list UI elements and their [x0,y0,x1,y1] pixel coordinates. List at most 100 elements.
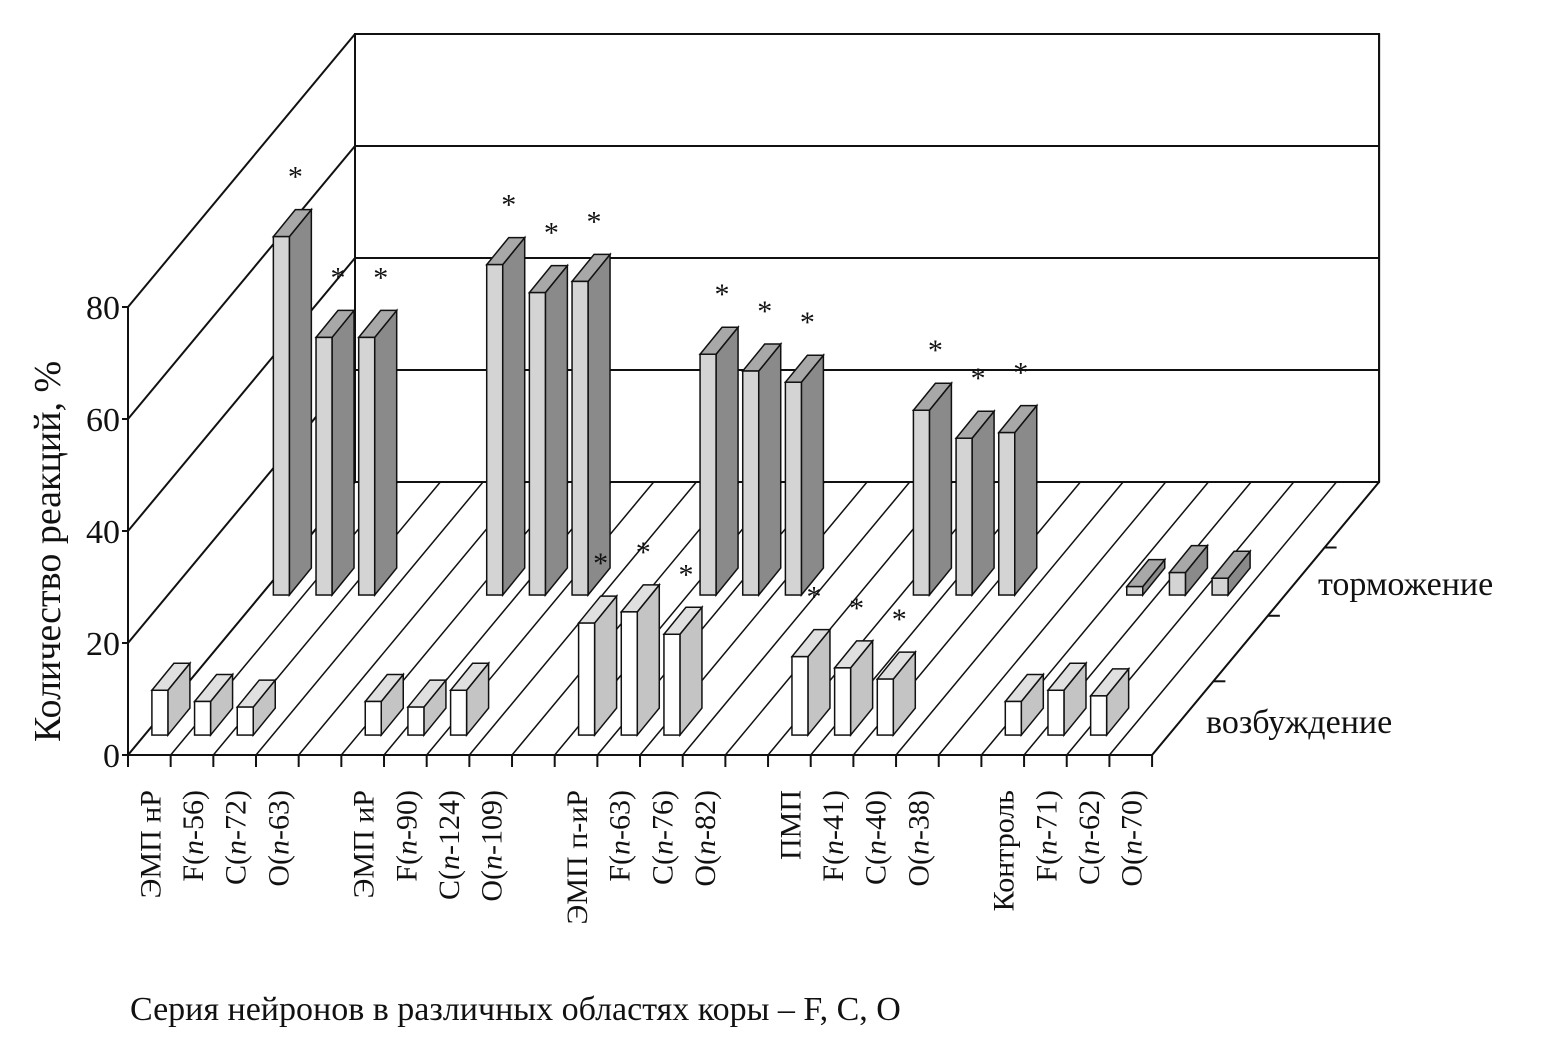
bar-vozb [449,661,491,738]
legend-row-torm: торможение [1318,566,1493,603]
group-label: Контроль [988,790,1021,911]
legend-row-vozb: возбуждение [1206,704,1392,741]
bar-front [912,409,931,596]
bar-front [357,336,376,596]
bar-torm [698,325,740,598]
bar-torm [741,341,783,598]
bar-front [449,689,468,736]
bar-vozb [833,638,875,738]
category-label: O(n-38) [902,790,935,887]
bar-torm [314,308,356,598]
bar-vozb [662,605,704,738]
bar-front [1047,689,1065,736]
bar-front [876,678,895,736]
bar-vozb [875,649,917,738]
significance-marker: * [800,306,815,339]
bar-side [800,353,825,598]
floor-line [895,481,1124,756]
category-label: F(n-90) [390,790,423,882]
bar-front [699,353,717,596]
bar-vozb [150,661,192,738]
bar-torm [997,403,1039,598]
bar-side [757,341,782,598]
bar-side [373,308,398,598]
y-tick-label: 80 [86,290,120,327]
category-label: O(n-70) [1116,790,1149,887]
bar-vozb [406,677,448,738]
significance-marker: * [678,558,693,591]
group-label: ЭМП п-иР [561,790,594,924]
bar-torm [954,409,996,598]
bar-side [288,207,313,598]
bar-side [587,252,611,598]
bar-side [501,235,526,598]
bar-front [407,706,425,736]
bar-torm [271,207,313,598]
y-tick-label: 40 [86,514,120,551]
bar-front [272,235,291,596]
floor-line [255,481,484,756]
bar-vozb [235,677,277,738]
significance-marker: * [971,362,986,395]
chart-texts: Количество реакций, % Серия нейронов в р… [27,161,1493,1028]
bar-vozb [619,582,661,738]
significance-marker: * [288,161,303,194]
left-gridline [127,257,356,532]
bar-torm [911,381,953,598]
floor-line [1151,481,1380,756]
bar-front [485,263,504,596]
bar-torm [1125,557,1167,598]
bar-vozb [363,672,405,738]
bar-front [193,700,212,736]
significance-marker: * [928,334,943,367]
bar-front [315,336,333,596]
significance-marker: * [501,189,516,222]
significance-marker: * [331,261,346,294]
category-label: O(n-63) [262,790,295,887]
category-label: F(n-71) [1030,790,1063,882]
floor-line [1108,481,1337,756]
significance-marker: * [757,295,772,328]
category-label: F(n-41) [817,790,850,882]
category-label: C(n-76) [646,790,679,885]
bar-front [741,370,760,596]
bar-side [544,263,569,598]
bar-vozb [1089,666,1131,738]
significance-marker: * [544,217,559,250]
category-label: C(n-72) [220,790,253,885]
bar-side [1013,403,1038,598]
significance-marker: * [892,603,907,636]
bar-front [364,700,383,736]
significance-marker: * [587,205,602,238]
left-gridline [127,145,356,420]
significance-marker: * [636,536,651,569]
bar-front [997,431,1016,596]
bar-torm [527,263,569,598]
significance-marker: * [849,592,864,625]
bar-front [663,633,681,736]
bar-torm [1210,549,1252,598]
bar-front [1004,700,1023,736]
bar-torm [485,235,527,598]
category-label: F(n-56) [177,790,210,882]
floor-line [682,481,911,756]
significance-marker: * [373,261,388,294]
bar-front [784,381,803,596]
bar-vozb [790,627,832,738]
bar-front [528,291,547,596]
left-gridline [127,33,356,308]
category-label: C(n-124) [433,790,466,900]
bar-torm [357,308,399,598]
bar-side [331,308,355,598]
bar-front [955,437,973,596]
bars [150,207,1252,738]
bar-front [1211,577,1229,596]
bar-torm [570,252,612,598]
y-tick-label: 0 [103,738,120,775]
category-label: O(n-82) [689,790,722,887]
y-tick-label: 60 [86,402,120,439]
group-label: ЭМП иР [348,790,381,898]
group-label: ЭМП нР [134,790,167,898]
bar-front [791,655,809,736]
